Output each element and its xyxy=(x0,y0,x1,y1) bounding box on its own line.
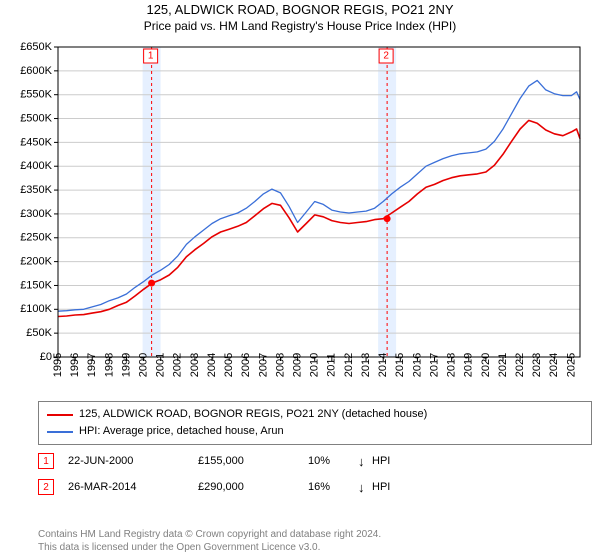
svg-text:2013: 2013 xyxy=(360,353,372,377)
svg-text:2006: 2006 xyxy=(240,353,252,377)
chart-area: £0 £50K £100K £150K £200K £250K £300K £350K £400… xyxy=(10,37,590,395)
svg-text:£300K: £300K xyxy=(20,208,52,220)
citation-line2: This data is licensed under the Open Gov… xyxy=(38,542,592,555)
legend-label: 125, ALDWICK ROAD, BOGNOR REGIS, PO21 2N… xyxy=(79,406,427,423)
svg-text:1996: 1996 xyxy=(69,353,81,377)
svg-text:£150K: £150K xyxy=(20,279,52,291)
svg-text:2003: 2003 xyxy=(189,353,201,377)
sale-arrow-icon: ↓ xyxy=(358,480,372,495)
svg-text:£450K: £450K xyxy=(20,136,52,148)
legend-item: HPI: Average price, detached house, Arun xyxy=(47,423,583,440)
svg-text:2012: 2012 xyxy=(343,353,355,377)
legend: 125, ALDWICK ROAD, BOGNOR REGIS, PO21 2N… xyxy=(38,401,592,445)
svg-text:£50K: £50K xyxy=(26,327,52,339)
svg-text:£350K: £350K xyxy=(20,184,52,196)
svg-text:2021: 2021 xyxy=(497,353,509,377)
sale-price: £155,000 xyxy=(198,455,308,467)
chart-titles: 125, ALDWICK ROAD, BOGNOR REGIS, PO21 2N… xyxy=(0,0,600,33)
svg-text:£650K: £650K xyxy=(20,41,52,53)
legend-swatch xyxy=(47,431,73,433)
sales-table: 122-JUN-2000£155,00010%↓HPI226-MAR-2014£… xyxy=(38,453,592,495)
svg-text:2018: 2018 xyxy=(446,353,458,377)
line-chart-svg: £0 £50K £100K £150K £200K £250K £300K £350K £400… xyxy=(10,37,590,395)
legend-item: 125, ALDWICK ROAD, BOGNOR REGIS, PO21 2N… xyxy=(47,406,583,423)
citation-line1: Contains HM Land Registry data © Crown c… xyxy=(38,529,592,542)
sale-marker-box: 1 xyxy=(38,453,54,469)
svg-text:2020: 2020 xyxy=(480,353,492,377)
svg-text:£100K: £100K xyxy=(20,303,52,315)
svg-text:2001: 2001 xyxy=(155,353,167,377)
svg-text:£0: £0 xyxy=(40,351,52,363)
svg-text:£200K: £200K xyxy=(20,256,52,268)
svg-text:2025: 2025 xyxy=(565,353,577,377)
svg-text:2024: 2024 xyxy=(548,353,560,377)
sale-row: 2 26-MAR-2014£290,00016%↓HPI xyxy=(38,479,592,495)
svg-text:2014: 2014 xyxy=(377,353,389,377)
svg-text:2019: 2019 xyxy=(463,353,475,377)
chart-title-sub: Price paid vs. HM Land Registry's House … xyxy=(0,19,600,33)
sale-vs: HPI xyxy=(372,455,390,467)
sale-arrow-icon: ↓ xyxy=(358,454,372,469)
svg-text:2023: 2023 xyxy=(531,353,543,377)
svg-text:2000: 2000 xyxy=(137,353,149,377)
svg-text:2010: 2010 xyxy=(309,353,321,377)
svg-text:2016: 2016 xyxy=(411,353,423,377)
svg-text:2022: 2022 xyxy=(514,353,526,377)
sale-vs: HPI xyxy=(372,481,390,493)
sale-date: 26-MAR-2014 xyxy=(68,481,198,493)
sale-row: 1 22-JUN-2000£155,00010%↓HPI xyxy=(38,453,592,469)
svg-text:£400K: £400K xyxy=(20,160,52,172)
svg-text:£500K: £500K xyxy=(20,112,52,124)
sale-marker-box: 2 xyxy=(38,479,54,495)
svg-text:2002: 2002 xyxy=(172,353,184,377)
legend-label: HPI: Average price, detached house, Arun xyxy=(79,423,284,440)
sale-date: 22-JUN-2000 xyxy=(68,455,198,467)
svg-text:2007: 2007 xyxy=(257,353,269,377)
legend-swatch xyxy=(47,414,73,416)
svg-text:1997: 1997 xyxy=(86,353,98,377)
sale-pct: 10% xyxy=(308,455,358,467)
svg-text:£550K: £550K xyxy=(20,89,52,101)
chart-title-main: 125, ALDWICK ROAD, BOGNOR REGIS, PO21 2N… xyxy=(0,2,600,18)
svg-text:£250K: £250K xyxy=(20,232,52,244)
svg-text:£600K: £600K xyxy=(20,65,52,77)
svg-text:1999: 1999 xyxy=(120,353,132,377)
svg-text:2017: 2017 xyxy=(428,353,440,377)
svg-text:2005: 2005 xyxy=(223,353,235,377)
svg-text:2015: 2015 xyxy=(394,353,406,377)
svg-text:2008: 2008 xyxy=(274,353,286,377)
svg-text:1998: 1998 xyxy=(103,353,115,377)
sale-price: £290,000 xyxy=(198,481,308,493)
svg-text:2009: 2009 xyxy=(292,353,304,377)
svg-text:2004: 2004 xyxy=(206,353,218,377)
citation: Contains HM Land Registry data © Crown c… xyxy=(38,529,592,554)
sale-pct: 16% xyxy=(308,481,358,493)
